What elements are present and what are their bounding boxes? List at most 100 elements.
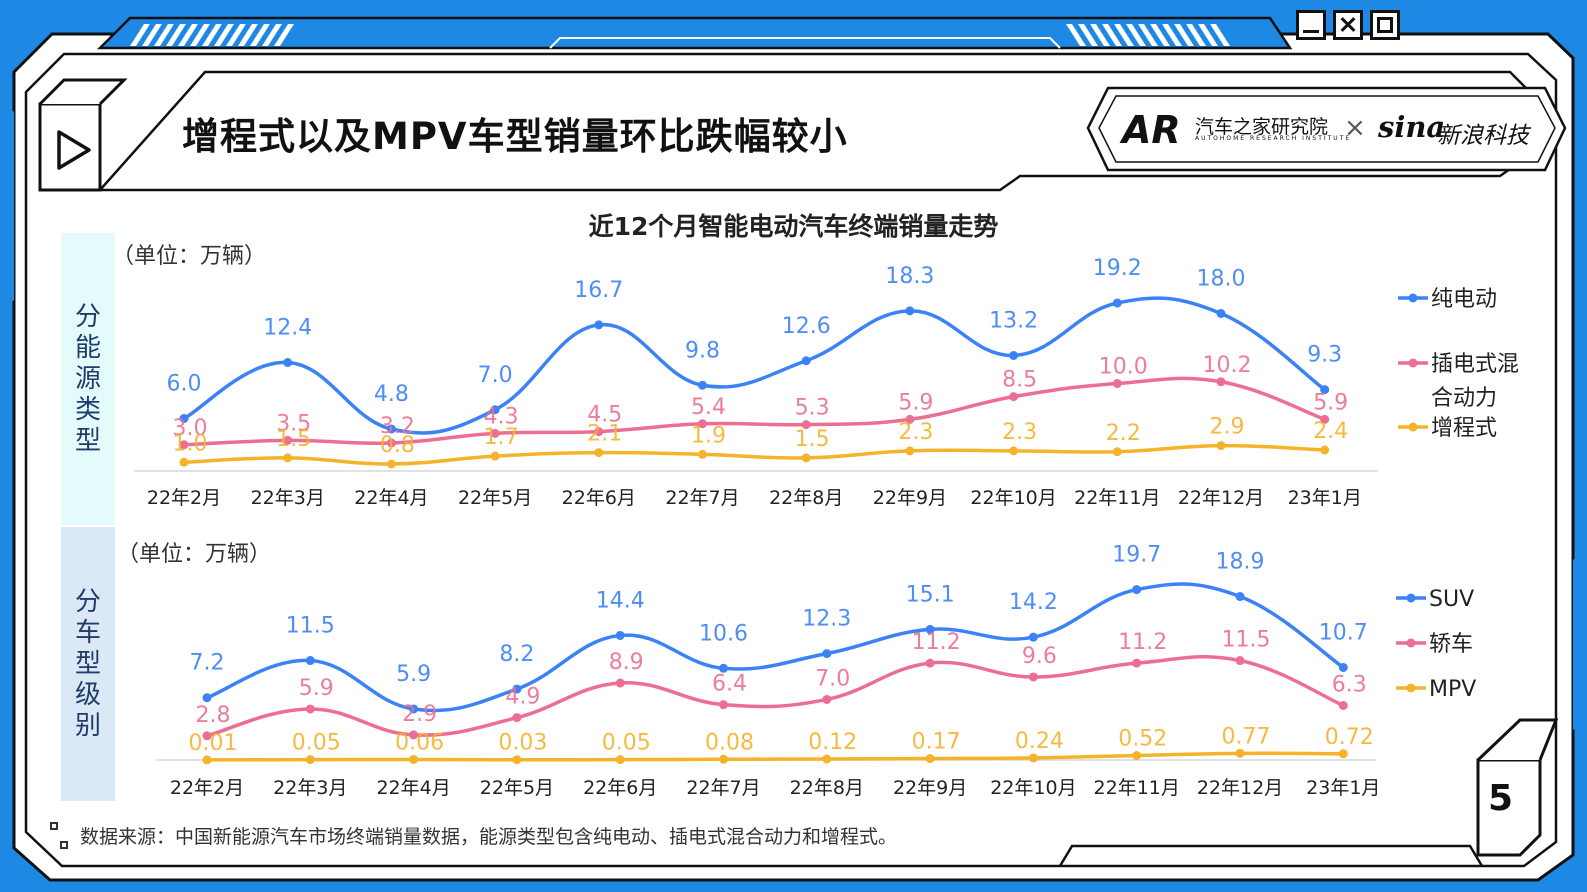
energy-data-label: 5.9 — [898, 390, 933, 415]
vehicle-data-label: 2.8 — [196, 703, 231, 728]
energy-data-label: 1.9 — [691, 423, 726, 448]
energy-data-point — [386, 438, 396, 448]
energy-data-point — [386, 424, 396, 434]
energy-legend-label: 增程式 — [1431, 416, 1497, 441]
energy-data-label: 9.8 — [685, 338, 720, 363]
energy-data-point — [490, 405, 500, 415]
energy-data-point — [1112, 379, 1122, 388]
vehicle-x-tick-label: 22年9月 — [893, 777, 967, 799]
vehicle-data-label: 0.72 — [1325, 725, 1374, 750]
energy-data-point — [179, 440, 189, 450]
energy-series-line-1 — [182, 296, 1327, 435]
energy-data-point — [1112, 447, 1122, 457]
vehicle-data-label: 4.9 — [505, 685, 540, 710]
energy-data-label: 4.5 — [587, 403, 622, 428]
vehicle-data-point — [822, 754, 832, 764]
minimize-icon[interactable] — [1296, 10, 1326, 40]
vehicle-data-label: 11.2 — [1118, 630, 1167, 655]
energy-data-point — [801, 453, 811, 463]
vehicle-legend-label: SUV — [1429, 587, 1474, 612]
energy-data-label: 19.2 — [1093, 256, 1142, 281]
energy-data-point — [1009, 446, 1019, 456]
energy-data-point — [905, 414, 915, 424]
energy-data-point — [594, 320, 604, 330]
page-title: 增程式以及MPV车型销量环比跌幅较小 — [182, 115, 848, 158]
energy-legend-marker — [1408, 293, 1418, 303]
vehicle-data-label: 0.52 — [1118, 727, 1167, 752]
vehicle-data-point — [822, 694, 832, 704]
energy-x-tick-label: 22年10月 — [970, 487, 1056, 509]
energy-data-label: 18.3 — [885, 264, 934, 289]
vehicle-data-point — [1132, 751, 1142, 761]
vehicle-data-point — [1338, 701, 1348, 711]
play-icon[interactable] — [55, 128, 95, 172]
vehicle-data-point — [409, 704, 419, 714]
energy-data-point — [1320, 385, 1330, 395]
vehicle-data-point — [1028, 672, 1038, 682]
energy-data-point — [1009, 351, 1019, 360]
energy-data-label: 0.8 — [380, 433, 415, 458]
vehicle-series-line-2 — [205, 654, 1346, 738]
energy-legend-marker — [1408, 358, 1418, 368]
energy-data-point — [1320, 414, 1330, 424]
vehicle-data-point — [1338, 662, 1348, 672]
energy-data-point — [490, 451, 500, 461]
energy-x-tick-label: 22年12月 — [1178, 487, 1264, 509]
energy-data-label: 1.5 — [276, 427, 311, 452]
vehicle-data-point — [1235, 748, 1245, 758]
energy-data-point — [698, 419, 707, 429]
vehicle-data-point — [822, 649, 832, 659]
close-icon[interactable] — [1333, 10, 1363, 40]
vehicle-data-label: 18.9 — [1216, 550, 1265, 575]
vehicle-x-tick-label: 22年4月 — [376, 777, 450, 799]
vehicle-data-point — [1028, 753, 1038, 763]
vehicle-data-point — [925, 658, 935, 668]
vehicle-data-label: 0.05 — [292, 731, 341, 756]
vehicle-x-tick-label: 22年6月 — [583, 777, 657, 799]
vehicle-data-point — [202, 755, 212, 765]
vehicle-data-point — [1235, 592, 1245, 602]
side-label-energy-text: 分能源类型 — [74, 301, 101, 456]
energy-data-point — [1216, 377, 1226, 387]
energy-data-label: 4.3 — [484, 404, 519, 429]
vehicle-series-line-3 — [205, 751, 1346, 762]
vehicle-data-label: 8.2 — [499, 642, 534, 667]
vehicle-legend-marker — [1406, 638, 1416, 648]
energy-data-point — [1216, 441, 1226, 451]
vehicle-data-point — [925, 754, 935, 764]
maximize-icon[interactable] — [1370, 10, 1400, 40]
vehicle-x-tick-label: 22年3月 — [273, 777, 347, 799]
energy-data-point — [1112, 298, 1122, 308]
vehicle-data-label: 12.3 — [802, 607, 851, 632]
vehicle-data-point — [305, 755, 315, 765]
vehicle-legend-label: MPV — [1429, 677, 1476, 702]
energy-legend-label: 合动力 — [1431, 386, 1497, 411]
vehicle-data-label: 11.2 — [912, 630, 961, 655]
energy-series-line-2 — [182, 376, 1327, 447]
vehicle-legend-marker — [1406, 683, 1416, 693]
vehicle-data-label: 0.05 — [602, 731, 651, 756]
energy-x-tick-label: 22年9月 — [873, 487, 947, 509]
energy-series-line-3 — [182, 443, 1327, 466]
vehicle-data-label: 10.7 — [1319, 620, 1368, 645]
vehicle-data-label: 0.77 — [1222, 724, 1271, 749]
energy-data-label: 1.5 — [795, 427, 830, 452]
vehicle-data-point — [615, 678, 625, 688]
energy-data-label: 16.7 — [574, 278, 623, 303]
vehicle-data-label: 11.5 — [1222, 628, 1271, 653]
side-label-energy: 分能源类型 — [61, 233, 115, 525]
energy-x-tick-label: 22年8月 — [769, 487, 843, 509]
vehicle-data-point — [719, 663, 728, 673]
energy-data-point — [179, 457, 189, 467]
vehicle-data-point — [719, 754, 728, 764]
vehicle-x-tick-label: 22年11月 — [1094, 777, 1180, 799]
energy-legend-marker — [1408, 422, 1418, 432]
energy-data-label: 7.0 — [478, 363, 513, 388]
vehicle-data-label: 6.4 — [712, 672, 747, 697]
vehicle-data-point — [202, 731, 212, 741]
vehicle-data-point — [409, 754, 419, 764]
energy-data-label: 5.3 — [795, 396, 830, 421]
vehicle-data-label: 10.6 — [699, 621, 748, 646]
energy-x-tick-label: 22年11月 — [1074, 487, 1160, 509]
